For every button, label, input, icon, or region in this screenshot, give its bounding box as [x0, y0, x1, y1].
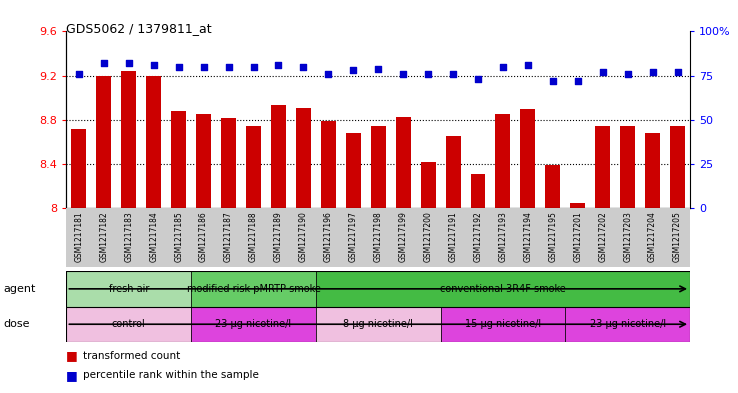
Point	[348, 67, 359, 73]
Bar	[396, 117, 410, 208]
Point	[497, 64, 509, 70]
Point	[472, 76, 484, 83]
Text: GSM1217191: GSM1217191	[449, 211, 458, 262]
Text: ■: ■	[66, 369, 82, 382]
Text: GSM1217185: GSM1217185	[174, 211, 183, 262]
Point	[397, 71, 409, 77]
Bar	[66, 271, 191, 307]
Point	[672, 69, 683, 75]
Text: 15 μg nicotine/l: 15 μg nicotine/l	[465, 319, 541, 329]
Bar	[346, 133, 361, 208]
Text: GSM1217204: GSM1217204	[648, 211, 657, 262]
Text: GSM1217196: GSM1217196	[324, 211, 333, 262]
Text: GSM1217188: GSM1217188	[249, 211, 258, 262]
Text: GSM1217205: GSM1217205	[673, 211, 682, 262]
Text: GSM1217183: GSM1217183	[124, 211, 134, 262]
Bar	[545, 165, 560, 208]
Bar	[596, 127, 610, 208]
Point	[272, 62, 284, 68]
Point	[123, 60, 135, 66]
Text: ■: ■	[66, 349, 82, 362]
Text: 8 μg nicotine/l: 8 μg nicotine/l	[343, 319, 413, 329]
Bar	[171, 111, 186, 208]
Point	[422, 71, 434, 77]
Bar	[296, 108, 311, 208]
Point	[173, 64, 184, 70]
Bar	[570, 203, 585, 208]
Bar	[495, 114, 511, 208]
Text: dose: dose	[4, 319, 30, 329]
Text: 23 μg nicotine/l: 23 μg nicotine/l	[215, 319, 292, 329]
Bar	[370, 127, 386, 208]
Point	[198, 64, 210, 70]
Bar	[316, 307, 441, 342]
Text: GSM1217198: GSM1217198	[373, 211, 383, 262]
Bar	[670, 127, 685, 208]
Bar	[520, 109, 535, 208]
Point	[323, 71, 334, 77]
Point	[98, 60, 110, 66]
Text: modified risk pMRTP smoke: modified risk pMRTP smoke	[187, 284, 320, 294]
Text: GSM1217184: GSM1217184	[149, 211, 158, 262]
Text: 23 μg nicotine/l: 23 μg nicotine/l	[590, 319, 666, 329]
Text: agent: agent	[4, 284, 36, 294]
Point	[248, 64, 260, 70]
Text: GSM1217187: GSM1217187	[224, 211, 233, 262]
Text: GSM1217203: GSM1217203	[623, 211, 632, 262]
Point	[447, 71, 459, 77]
Text: GSM1217199: GSM1217199	[399, 211, 407, 262]
Bar	[421, 162, 435, 208]
Text: GSM1217195: GSM1217195	[548, 211, 557, 262]
Text: GSM1217182: GSM1217182	[100, 211, 108, 262]
Point	[622, 71, 634, 77]
Bar	[446, 136, 461, 208]
Text: GSM1217200: GSM1217200	[424, 211, 432, 262]
Point	[73, 71, 85, 77]
Point	[148, 62, 159, 68]
Point	[646, 69, 658, 75]
Text: GSM1217181: GSM1217181	[75, 211, 83, 262]
Text: GSM1217192: GSM1217192	[474, 211, 483, 262]
Bar	[146, 75, 161, 208]
Text: GSM1217189: GSM1217189	[274, 211, 283, 262]
Text: GDS5062 / 1379811_at: GDS5062 / 1379811_at	[66, 22, 212, 35]
Bar	[441, 307, 565, 342]
Bar	[221, 118, 236, 208]
Bar	[316, 271, 690, 307]
Bar	[121, 71, 137, 208]
Text: GSM1217186: GSM1217186	[199, 211, 208, 262]
Text: GSM1217197: GSM1217197	[349, 211, 358, 262]
Text: GSM1217190: GSM1217190	[299, 211, 308, 262]
Text: transformed count: transformed count	[83, 351, 180, 361]
Point	[547, 78, 559, 84]
Bar	[66, 307, 191, 342]
Text: control: control	[112, 319, 145, 329]
Bar	[191, 307, 316, 342]
Bar	[246, 127, 261, 208]
Bar	[321, 121, 336, 208]
Bar	[97, 75, 111, 208]
Bar	[72, 129, 86, 208]
Text: percentile rank within the sample: percentile rank within the sample	[83, 370, 258, 380]
Text: GSM1217202: GSM1217202	[599, 211, 607, 262]
Bar	[471, 174, 486, 208]
Point	[522, 62, 534, 68]
Text: GSM1217201: GSM1217201	[573, 211, 582, 262]
Text: GSM1217193: GSM1217193	[498, 211, 508, 262]
Text: fresh air: fresh air	[108, 284, 149, 294]
Text: conventional 3R4F smoke: conventional 3R4F smoke	[440, 284, 566, 294]
Point	[572, 78, 584, 84]
Text: GSM1217194: GSM1217194	[523, 211, 532, 262]
Bar	[196, 114, 211, 208]
Point	[597, 69, 609, 75]
Bar	[645, 133, 660, 208]
Point	[373, 65, 384, 72]
Point	[297, 64, 309, 70]
Bar	[565, 307, 690, 342]
Bar	[620, 127, 635, 208]
Point	[223, 64, 235, 70]
Bar	[271, 105, 286, 208]
Bar	[191, 271, 316, 307]
